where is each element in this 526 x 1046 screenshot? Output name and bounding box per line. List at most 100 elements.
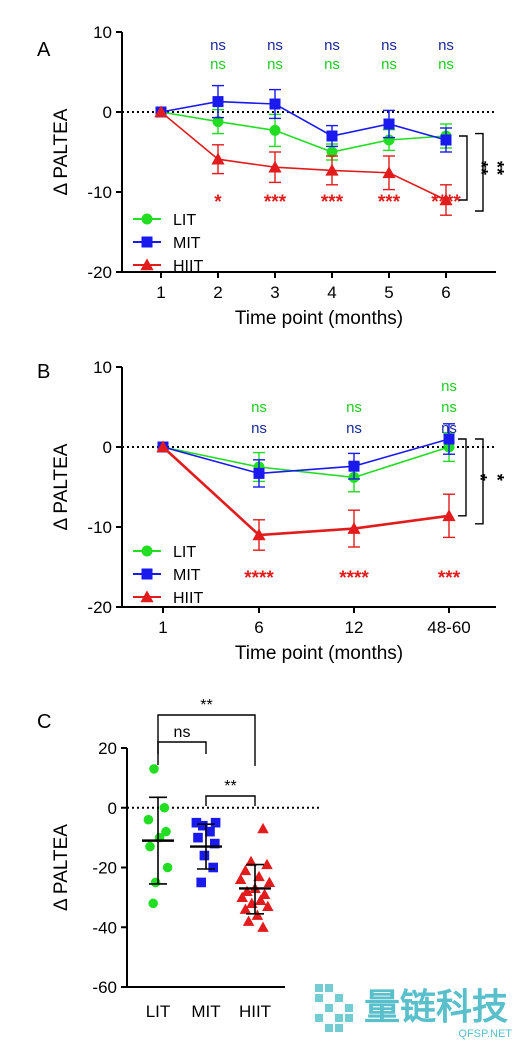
x-tick-label: 2: [213, 283, 222, 302]
data-point-hiit: [347, 522, 361, 534]
group-hiit: [234, 822, 276, 932]
data-point-hiit: [261, 858, 273, 870]
panel-letter: B: [37, 361, 50, 383]
bracket-significance-label: **: [471, 161, 491, 175]
y-tick-label: -20: [87, 598, 112, 617]
ns-label-bottom: ns: [324, 56, 340, 73]
y-tick-label: -10: [87, 183, 112, 202]
group-lit: [142, 764, 174, 909]
data-point-mit: [210, 817, 221, 828]
data-point-mit: [191, 817, 202, 828]
data-point-mit: [383, 118, 395, 130]
group-mit: [190, 817, 222, 888]
legend-marker-hiit: [140, 258, 154, 271]
data-point-mit: [440, 134, 452, 146]
series-line-mit: [162, 438, 450, 475]
ns-label-top: ns: [267, 37, 283, 54]
legend-label-hiit: HIIT: [173, 258, 203, 275]
hiit-significance-label: ***: [264, 192, 287, 213]
y-tick-label: 0: [108, 799, 117, 818]
watermark-logo-cell: [325, 1004, 333, 1012]
data-point-hiit: [258, 888, 271, 899]
x-tick-label: 5: [384, 283, 393, 302]
data-point-lit: [143, 814, 154, 825]
data-point-mit: [443, 433, 455, 445]
x-tick-label: 1: [158, 618, 167, 637]
watermark-logo-cell: [345, 1014, 353, 1022]
y-tick-label: -60: [92, 978, 117, 997]
panel-c: C 20 0 -20 -40 -60 LIT MIT HIIT Δ PALTEA ns ** **: [37, 697, 320, 1021]
ns-label-bottom: ns: [441, 420, 457, 437]
legend-label-mit: MIT: [173, 235, 201, 252]
series-line-lit: [160, 111, 447, 153]
data-point-hiit: [239, 864, 252, 876]
data-point-hiit: [442, 509, 456, 522]
bracket-significance-label: **: [487, 161, 507, 175]
y-tick-label: -10: [87, 518, 112, 537]
data-point-mit: [196, 877, 206, 888]
watermark-logo-cell: [325, 1024, 333, 1032]
data-point-hiit: [245, 855, 257, 867]
data-point-hiit: [236, 891, 248, 902]
comparison-bracket: [157, 741, 207, 754]
x-tick-label: MIT: [191, 1002, 220, 1021]
data-point-hiit: [325, 163, 339, 176]
data-point-hiit: [268, 160, 282, 173]
bracket-significance-label: *: [470, 474, 490, 481]
hiit-significance-label: ***: [438, 568, 461, 589]
ns-label-top: ns: [251, 399, 267, 416]
legend-label-hiit: HIIT: [173, 590, 203, 607]
ns-label-bottom: ns: [381, 56, 397, 73]
legend-label-lit: LIT: [173, 544, 196, 561]
data-point-mit: [198, 820, 208, 831]
ns-label-bottom: ns: [346, 420, 362, 437]
watermark-logo-cell: [335, 1024, 343, 1032]
data-point-lit: [269, 124, 281, 136]
y-axis-label: Δ PALTEA: [51, 108, 72, 195]
panel-b: B 10 0 -10 -20 1 6 12 48-60 Time point (months) Δ …: [37, 358, 507, 664]
watermark-logo-cell: [315, 1014, 323, 1022]
panel-letter: C: [37, 711, 51, 733]
data-point-mit: [326, 130, 338, 142]
x-tick-label: 48-60: [427, 618, 470, 637]
data-point-lit: [150, 877, 161, 888]
data-point-hiit: [263, 876, 276, 888]
watermark-text-en: QFSP.NET: [458, 1028, 512, 1040]
hiit-significance-label: ****: [244, 568, 274, 589]
data-point-lit: [159, 802, 170, 813]
data-point-hiit: [239, 903, 252, 914]
comparison-bracket: [458, 438, 467, 517]
data-point-mit: [348, 460, 360, 472]
data-point-hiit: [252, 528, 266, 541]
data-point-lit: [148, 898, 158, 909]
legend-marker-hiit: [140, 590, 154, 603]
ns-label-top: ns: [210, 37, 226, 54]
bracket-label: **: [224, 778, 236, 795]
hiit-significance-label: ***: [378, 192, 401, 213]
x-tick-label: 6: [441, 283, 450, 302]
data-point-mit: [253, 467, 265, 479]
data-point-lit: [162, 862, 173, 873]
x-tick-label: 12: [345, 618, 364, 637]
data-point-hiit: [246, 897, 258, 908]
series-line-hiit: [162, 446, 450, 537]
bracket-label: ns: [174, 724, 191, 741]
ns-label-bottom: ns: [251, 420, 267, 437]
data-point-lit: [149, 764, 159, 774]
data-point-mit: [199, 850, 210, 861]
data-point-hiit: [257, 822, 269, 834]
series-line-hiit: [160, 111, 447, 201]
data-point-lit: [326, 146, 338, 158]
ns-label-extra: ns: [441, 378, 457, 395]
data-point-hiit: [253, 870, 265, 882]
hiit-significance-label: ****: [339, 568, 369, 589]
watermark-logo-cell: [315, 984, 323, 992]
data-point-mit: [208, 862, 218, 873]
hiit-significance-label: ****: [431, 192, 461, 213]
data-point-hiit: [257, 921, 269, 932]
y-tick-label: 0: [103, 103, 112, 122]
watermark-logo-cell: [315, 994, 323, 1002]
legend-marker-lit: [141, 213, 153, 225]
data-point-mit: [193, 832, 203, 843]
